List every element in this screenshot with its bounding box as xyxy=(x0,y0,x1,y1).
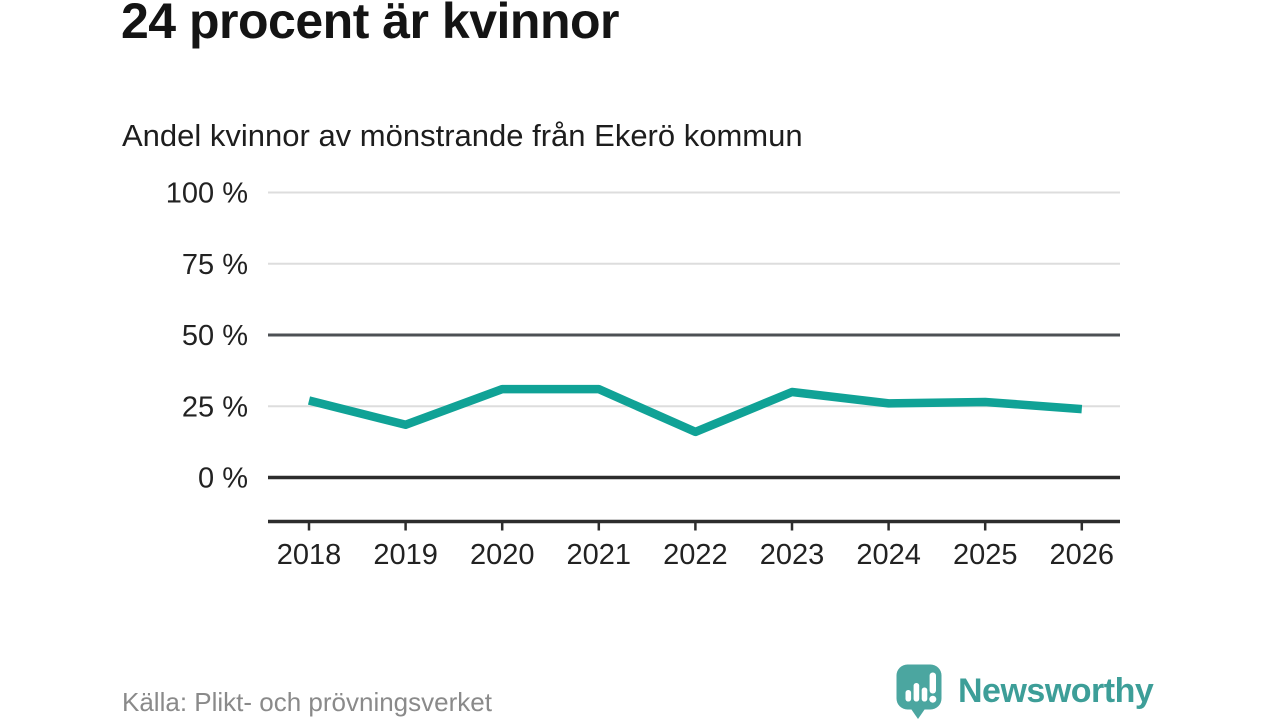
x-axis-tick-label: 2018 xyxy=(277,539,342,571)
x-axis-tick-label: 2026 xyxy=(1050,539,1115,571)
y-axis-tick-label: 0 % xyxy=(198,463,248,495)
y-axis-tick-label: 100 % xyxy=(166,178,248,210)
x-axis-tick-label: 2020 xyxy=(470,539,535,571)
logo-bar-3 xyxy=(921,687,928,702)
x-axis-tick-label: 2024 xyxy=(856,539,921,571)
logo-exclamation-dot xyxy=(929,695,937,703)
y-axis-tick-label: 75 % xyxy=(182,249,248,281)
page-title: 24 procent är kvinnor xyxy=(121,0,620,49)
newsworthy-logo-icon xyxy=(896,664,942,719)
x-axis-tick-label: 2022 xyxy=(663,539,728,571)
x-axis-tick-label: 2023 xyxy=(760,539,825,571)
x-axis-tick-label: 2019 xyxy=(373,539,438,571)
newsworthy-logo: Newsworthy xyxy=(895,663,1154,720)
logo-bar-1 xyxy=(905,690,912,702)
x-axis-tick-label: 2025 xyxy=(953,539,1018,571)
y-axis-tick-label: 50 % xyxy=(182,320,248,352)
x-axis-tick-label: 2021 xyxy=(567,539,632,571)
source-text: Källa: Plikt- och prövningsverket xyxy=(122,687,492,717)
newsworthy-logo-text: Newsworthy xyxy=(958,672,1154,710)
logo-exclamation-stem xyxy=(929,672,936,694)
logo-bar-2 xyxy=(913,683,920,702)
chart-subtitle: Andel kvinnor av mönstrande från Ekerö k… xyxy=(122,118,803,153)
y-axis-tick-label: 25 % xyxy=(182,391,248,423)
data-line xyxy=(307,384,1083,437)
